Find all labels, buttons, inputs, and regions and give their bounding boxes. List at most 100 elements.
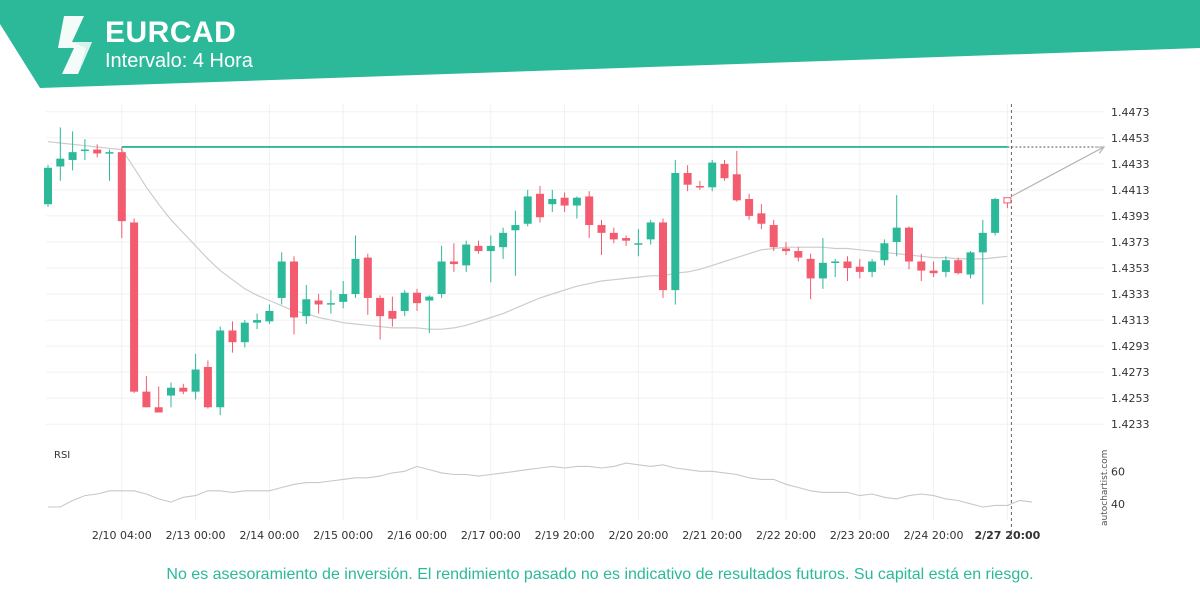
- candle-body: [511, 225, 520, 231]
- candle-body: [720, 163, 729, 179]
- time-tick-label: 2/13 00:00: [166, 529, 226, 542]
- time-tick-label: 2/23 20:00: [830, 529, 890, 542]
- candle: [572, 196, 581, 219]
- candle: [659, 218, 667, 298]
- candle-body: [339, 294, 348, 302]
- forecast-arrow-line: [1011, 146, 1105, 197]
- candle-body: [277, 261, 286, 298]
- candles-layer: [44, 127, 1012, 416]
- moving-average-line: [47, 141, 1008, 330]
- watermark-text: autochartist.com: [1100, 450, 1110, 526]
- candle: [671, 159, 680, 305]
- candle-body: [130, 222, 139, 392]
- candle: [130, 218, 139, 393]
- candle-body: [868, 261, 877, 272]
- candle-body: [425, 296, 434, 301]
- candle-body: [80, 149, 89, 152]
- candle-body: [843, 261, 852, 268]
- candle-body: [917, 261, 926, 271]
- candle-body: [794, 251, 803, 258]
- candle-body: [68, 152, 77, 160]
- rsi-tick-label: 40: [1111, 498, 1125, 511]
- candle-body: [585, 196, 594, 226]
- autochartist-logo-icon: [58, 16, 92, 74]
- candle: [843, 256, 852, 282]
- candle-body: [265, 310, 274, 322]
- candle: [720, 159, 729, 181]
- candle: [68, 131, 77, 171]
- candle-body: [105, 152, 114, 154]
- candle: [44, 165, 52, 207]
- candle: [388, 296, 397, 327]
- candle: [868, 258, 877, 278]
- candle: [831, 258, 840, 278]
- rsi-line: [48, 462, 1033, 508]
- candle-body: [400, 292, 409, 311]
- candle: [265, 304, 274, 324]
- candle: [991, 197, 1000, 236]
- candle: [105, 149, 114, 181]
- header-banner: [0, 0, 1200, 88]
- candle: [449, 243, 458, 272]
- candle-body: [548, 199, 557, 205]
- candle: [523, 189, 532, 227]
- candle-body: [732, 174, 741, 201]
- candle: [732, 150, 741, 202]
- rsi-tick-label: 60: [1111, 465, 1125, 478]
- candle-body: [449, 261, 458, 265]
- candle-body: [523, 196, 532, 224]
- time-tick-label: 2/27 20:00: [974, 529, 1040, 542]
- time-tick-label: 2/17 00:00: [461, 529, 521, 542]
- candle-body: [659, 222, 667, 291]
- price-tick-label: 1.4333: [1111, 288, 1150, 301]
- price-tick-label: 1.4313: [1111, 314, 1150, 327]
- candle-body: [203, 366, 212, 408]
- candle-body: [745, 199, 754, 216]
- candle-body: [991, 199, 1000, 233]
- time-tick-label: 2/20 20:00: [608, 529, 668, 542]
- candle-body: [941, 260, 950, 272]
- candle: [179, 383, 188, 395]
- time-tick-label: 2/19 20:00: [535, 529, 595, 542]
- candle-body: [892, 227, 901, 242]
- candle: [855, 258, 864, 279]
- candle-body: [142, 391, 151, 408]
- candle: [437, 245, 446, 298]
- symbol-title: EURCAD: [105, 16, 237, 49]
- candle-body: [978, 232, 987, 253]
- candle: [425, 295, 434, 334]
- candle: [954, 257, 963, 275]
- candle: [191, 353, 200, 400]
- time-tick-label: 2/15 00:00: [313, 529, 373, 542]
- candle: [462, 240, 471, 272]
- candle: [695, 180, 704, 190]
- candle: [905, 226, 913, 270]
- candle: [499, 227, 508, 259]
- candle-body: [290, 261, 298, 318]
- candle-body: [855, 266, 864, 272]
- price-tick-label: 1.4413: [1111, 184, 1150, 197]
- candle-body: [253, 320, 262, 323]
- candle-body: [191, 369, 200, 392]
- candle: [548, 189, 557, 213]
- candle: [240, 320, 249, 348]
- time-tick-label: 2/10 04:00: [92, 529, 152, 542]
- candle-body: [413, 292, 421, 304]
- candle: [93, 144, 102, 158]
- rsi-label: RSI: [54, 450, 70, 461]
- candle-body: [572, 197, 581, 206]
- candle-body: [646, 222, 655, 240]
- candle: [167, 382, 175, 408]
- candle-body: [708, 162, 717, 188]
- forecast-arrow-head: [1095, 146, 1106, 154]
- candle-body: [179, 387, 188, 392]
- price-tick-label: 1.4293: [1111, 340, 1150, 353]
- candle: [560, 192, 569, 213]
- candle: [1003, 197, 1012, 209]
- candle: [597, 219, 606, 255]
- candle: [339, 281, 348, 309]
- candle-body: [302, 299, 311, 317]
- candle: [154, 386, 163, 413]
- candle-body: [376, 297, 385, 317]
- candle-body: [44, 167, 52, 205]
